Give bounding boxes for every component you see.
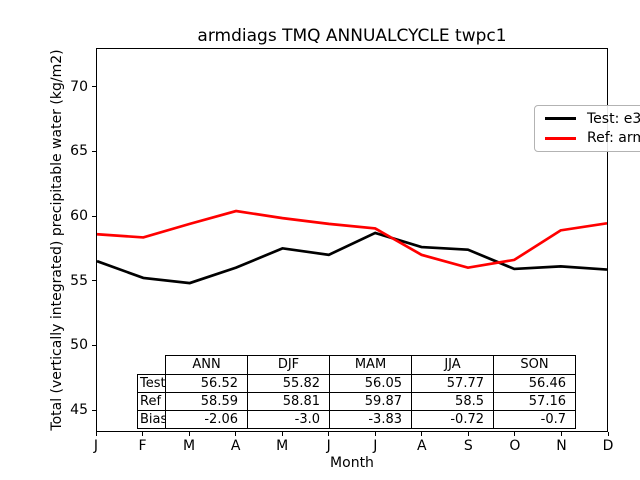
legend: Test: e3sm_v2 Ref: armdiags <box>534 105 640 152</box>
x-tick-label: S <box>463 438 473 454</box>
y-tick-mark <box>92 150 96 152</box>
legend-entry-test: Test: e3sm_v2 <box>545 111 640 127</box>
table-cell: 56.46 <box>493 374 576 393</box>
x-tick-mark <box>514 432 516 436</box>
y-axis-label: Total (vertically integrated) precipitab… <box>49 49 65 431</box>
x-tick-mark <box>607 432 609 436</box>
x-tick-label: A <box>417 438 427 454</box>
table-header-row: ANN DJF MAM JJA SON <box>165 355 576 375</box>
x-tick-mark <box>188 432 190 436</box>
table-cell: 57.16 <box>493 392 576 411</box>
x-tick-label: F <box>138 438 147 454</box>
table-row-label: Test <box>137 374 166 393</box>
y-tick-label: 45 <box>70 402 88 419</box>
x-axis-label: Month <box>330 455 374 471</box>
x-tick-mark <box>560 432 562 436</box>
table-cell: -3.83 <box>329 410 412 429</box>
x-tick-label: O <box>509 438 521 454</box>
x-tick-label: M <box>276 438 289 454</box>
x-tick-label: N <box>556 438 567 454</box>
y-tick-label: 70 <box>70 78 88 95</box>
x-tick-label: J <box>373 438 378 454</box>
table-cell: -2.06 <box>165 410 248 429</box>
table-row-label: Ref <box>137 392 166 411</box>
table-cell: 57.77 <box>411 374 494 393</box>
chart-title: armdiags TMQ ANNUALCYCLE twpc1 <box>197 26 507 46</box>
table-cell: 56.52 <box>165 374 248 393</box>
x-tick-mark <box>374 432 376 436</box>
table-column-header: MAM <box>329 355 412 375</box>
test-series-line <box>97 231 607 285</box>
x-tick-label: A <box>230 438 241 454</box>
table-cell: 58.81 <box>247 392 330 411</box>
plot-area: Test: e3sm_v2 Ref: armdiags <box>96 48 640 432</box>
table-cell: 58.5 <box>411 392 494 411</box>
table-cell: -0.7 <box>493 410 576 429</box>
y-tick-label: 60 <box>70 208 88 225</box>
table-cell: -3.0 <box>247 410 330 429</box>
table-column-header: JJA <box>411 355 494 375</box>
x-tick-label: J <box>93 438 99 454</box>
plot-svg <box>97 209 607 285</box>
y-tick-mark <box>92 409 96 411</box>
x-tick-mark <box>467 432 469 436</box>
x-tick-mark <box>281 432 283 436</box>
ref-series-line <box>97 209 607 270</box>
legend-label-test: Test: e3sm_v2 <box>587 110 640 127</box>
ref-line-sample <box>545 136 576 140</box>
y-tick-mark <box>92 215 96 217</box>
legend-entry-ref: Ref: armdiags <box>545 130 640 146</box>
x-tick-mark <box>328 432 330 436</box>
table-cell: 56.05 <box>329 374 412 393</box>
y-tick-label: 55 <box>70 272 88 289</box>
x-tick-mark <box>95 432 97 436</box>
table-cell: 58.59 <box>165 392 248 411</box>
table-column-header: DJF <box>247 355 330 375</box>
x-tick-mark <box>421 432 423 436</box>
x-tick-label: J <box>326 438 331 454</box>
y-tick-mark <box>92 280 96 282</box>
x-tick-label: D <box>602 438 614 454</box>
x-tick-mark <box>142 432 144 436</box>
table-cell: 59.87 <box>329 392 412 411</box>
x-tick-label: M <box>183 438 196 454</box>
x-tick-mark <box>235 432 237 436</box>
table-row-label: Bias <box>137 410 166 429</box>
table-column-header: SON <box>493 355 576 375</box>
stats-table: ANN DJF MAM JJA SON Test 56.52 55.82 56.05 57.77 5… <box>137 355 576 429</box>
test-line-sample <box>545 117 576 121</box>
table-row: Bias -2.06 -3.0 -3.83 -0.72 -0.7 <box>137 410 576 429</box>
table-cell: -0.72 <box>411 410 494 429</box>
y-tick-label: 65 <box>70 143 88 160</box>
y-tick-mark <box>92 344 96 346</box>
table-row: Test 56.52 55.82 56.05 57.77 56.46 <box>137 374 576 393</box>
y-tick-mark <box>92 86 96 88</box>
legend-label-ref: Ref: armdiags <box>587 130 640 147</box>
table-row: Ref 58.59 58.81 59.87 58.5 57.16 <box>137 392 576 411</box>
y-tick-label: 50 <box>70 337 88 354</box>
table-column-header: ANN <box>165 355 248 375</box>
table-cell: 55.82 <box>247 374 330 393</box>
